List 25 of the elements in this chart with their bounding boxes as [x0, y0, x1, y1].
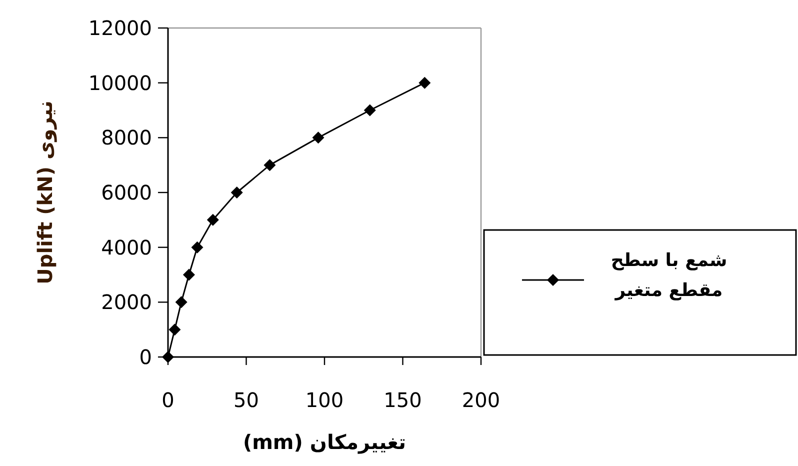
point	[364, 104, 376, 116]
point	[230, 186, 243, 198]
y-tick-label: 8000	[101, 126, 152, 150]
x-tick-label: 0	[162, 388, 174, 412]
y-tick-label: 6000	[101, 180, 152, 204]
point	[191, 241, 204, 254]
point	[312, 132, 324, 144]
point	[264, 159, 276, 172]
x-axis-title: تغییرمکان (mm)	[242, 430, 406, 454]
point	[182, 268, 195, 281]
point	[206, 214, 219, 226]
x-tick-label: 100	[305, 388, 344, 412]
y-tick-label: 0	[139, 345, 152, 369]
y-tick-label: 2000	[101, 290, 152, 314]
y-tick-label: 10000	[88, 70, 152, 95]
x-tick-label: 200	[462, 388, 500, 412]
y-tick-label: 12000	[88, 16, 152, 40]
point	[168, 324, 181, 336]
y-tick-label: 4000	[101, 235, 152, 260]
y-axis-title: نیروی Uplift (kN)	[33, 100, 57, 284]
point	[175, 296, 188, 308]
point	[418, 76, 431, 89]
legend-label: شمع با سطح مقطع متغیر	[610, 249, 728, 303]
x-tick-label: 50	[234, 388, 259, 412]
x-tick-label: 150	[384, 388, 422, 412]
